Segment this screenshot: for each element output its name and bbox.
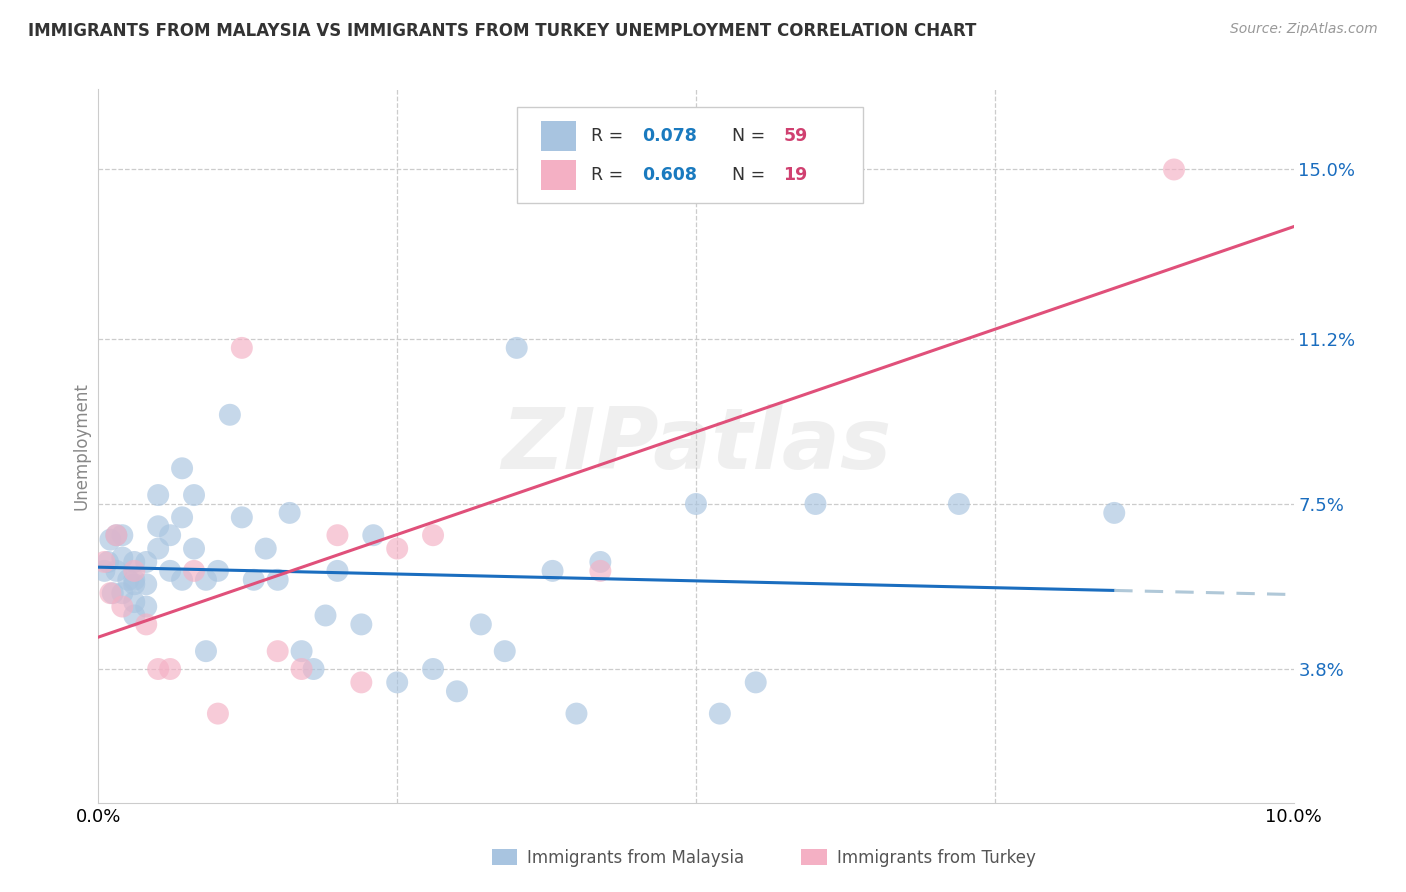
Point <box>93 564 115 578</box>
Point <box>290 644 312 658</box>
Point <box>194 573 218 587</box>
Point <box>183 564 205 578</box>
Text: 59: 59 <box>783 127 807 145</box>
Point <box>589 555 612 569</box>
Point <box>326 564 349 578</box>
Point <box>243 573 266 587</box>
Point <box>267 573 290 587</box>
Text: Source: ZipAtlas.com: Source: ZipAtlas.com <box>1230 22 1378 37</box>
Point <box>589 564 612 578</box>
Point <box>98 533 122 547</box>
Point <box>135 617 157 632</box>
FancyBboxPatch shape <box>540 160 576 190</box>
Text: 19: 19 <box>783 166 807 184</box>
FancyBboxPatch shape <box>540 120 576 151</box>
Point <box>124 595 146 609</box>
Point <box>148 488 170 502</box>
Point <box>350 617 373 632</box>
Point <box>254 541 277 556</box>
Point <box>135 555 157 569</box>
Point <box>1104 506 1126 520</box>
Point <box>207 564 229 578</box>
Point <box>101 586 124 600</box>
Point <box>326 528 349 542</box>
Point <box>148 541 170 556</box>
Point <box>541 564 564 578</box>
Point <box>315 608 337 623</box>
Point <box>506 341 529 355</box>
Point <box>422 528 444 542</box>
Point <box>1163 162 1185 177</box>
Point <box>105 564 128 578</box>
Point <box>470 617 492 632</box>
Point <box>124 577 146 591</box>
Point <box>135 577 157 591</box>
Point <box>172 510 194 524</box>
Point <box>172 461 194 475</box>
Point <box>159 662 181 676</box>
Point <box>302 662 325 676</box>
Text: N =: N = <box>733 166 770 184</box>
Point <box>97 555 120 569</box>
Point <box>183 541 205 556</box>
Point <box>231 510 253 524</box>
Point <box>111 586 134 600</box>
Point <box>446 684 468 698</box>
Point <box>93 555 115 569</box>
Point <box>148 662 170 676</box>
Point <box>148 519 170 533</box>
Point <box>105 528 128 542</box>
Text: 0.078: 0.078 <box>643 127 697 145</box>
Text: Immigrants from Turkey: Immigrants from Turkey <box>837 849 1035 867</box>
Point <box>494 644 516 658</box>
Point <box>219 408 242 422</box>
Point <box>422 662 444 676</box>
Point <box>194 644 218 658</box>
Text: R =: R = <box>591 127 628 145</box>
Point <box>267 644 290 658</box>
Point <box>105 528 128 542</box>
Point <box>159 564 181 578</box>
Text: IMMIGRANTS FROM MALAYSIA VS IMMIGRANTS FROM TURKEY UNEMPLOYMENT CORRELATION CHAR: IMMIGRANTS FROM MALAYSIA VS IMMIGRANTS F… <box>28 22 977 40</box>
Point <box>207 706 229 721</box>
Text: ZIPatlas: ZIPatlas <box>501 404 891 488</box>
Point <box>98 586 122 600</box>
Point <box>350 675 373 690</box>
Y-axis label: Unemployment: Unemployment <box>72 382 90 510</box>
Point <box>183 488 205 502</box>
Point <box>124 555 146 569</box>
Point <box>709 706 731 721</box>
FancyBboxPatch shape <box>517 107 863 203</box>
Point <box>385 541 409 556</box>
Point <box>363 528 385 542</box>
Point <box>745 675 768 690</box>
Text: Immigrants from Malaysia: Immigrants from Malaysia <box>527 849 744 867</box>
Point <box>111 599 134 614</box>
Point <box>172 573 194 587</box>
Point <box>111 528 134 542</box>
Point <box>290 662 312 676</box>
Point <box>124 608 146 623</box>
Point <box>385 675 409 690</box>
Point <box>565 706 588 721</box>
Point <box>159 528 181 542</box>
Text: 0.608: 0.608 <box>643 166 697 184</box>
Point <box>124 573 146 587</box>
Text: R =: R = <box>591 166 628 184</box>
Point <box>231 341 253 355</box>
Point <box>278 506 301 520</box>
Point <box>135 599 157 614</box>
Point <box>948 497 970 511</box>
Point <box>111 550 134 565</box>
Point <box>685 497 707 511</box>
Point <box>124 564 146 578</box>
Text: N =: N = <box>733 127 770 145</box>
Point <box>117 573 139 587</box>
Point <box>804 497 827 511</box>
